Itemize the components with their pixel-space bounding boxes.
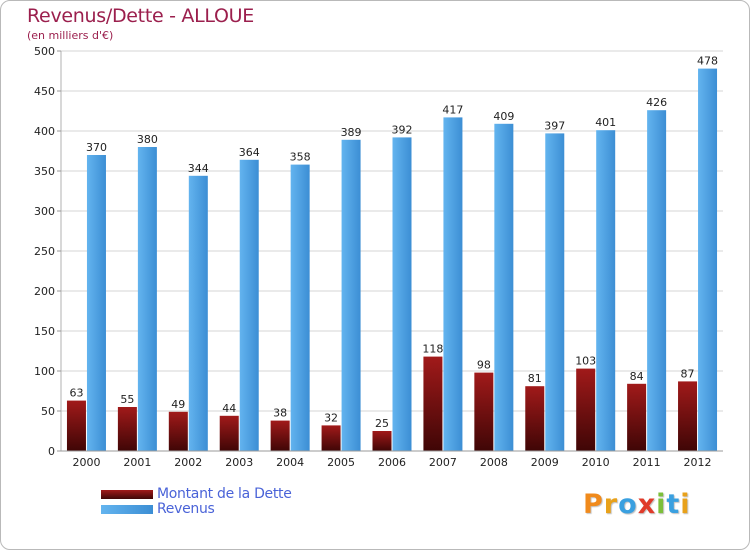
- chart-subtitle: (en milliers d'€): [27, 29, 114, 42]
- logo-letter: r: [603, 489, 619, 520]
- bar-revenus: [443, 117, 463, 452]
- data-label-revenus: 401: [595, 116, 616, 129]
- bar-dette: [219, 415, 239, 451]
- grid-lines: [60, 50, 723, 452]
- bar-dette: [66, 400, 86, 451]
- x-tick-label: 2007: [429, 456, 457, 469]
- data-label-dette: 81: [528, 372, 542, 385]
- data-label-revenus: 370: [86, 141, 107, 154]
- y-tick-label: 100: [34, 365, 55, 378]
- bar-revenus: [545, 133, 565, 451]
- data-label-revenus: 389: [341, 126, 362, 139]
- logo-letter: i: [656, 489, 667, 520]
- bar-revenus: [341, 139, 361, 452]
- bar-dette: [321, 425, 341, 451]
- x-tick-label: 2009: [531, 456, 559, 469]
- logo-letter: o: [618, 489, 638, 520]
- x-tick-label: 2012: [684, 456, 712, 469]
- legend-swatch-debt: [101, 490, 153, 499]
- y-tick-label: 300: [34, 205, 55, 218]
- y-tick-label: 400: [34, 125, 55, 138]
- x-tick-label: 2008: [480, 456, 508, 469]
- bar-dette: [576, 368, 596, 451]
- data-label-dette: 98: [477, 359, 491, 372]
- bar-revenus: [494, 123, 514, 452]
- data-label-dette: 55: [120, 393, 134, 406]
- y-tick-label: 200: [34, 285, 55, 298]
- bar-revenus: [137, 147, 157, 451]
- bar-dette: [270, 420, 290, 451]
- legend-swatch-revenus: [101, 505, 153, 514]
- legend-label-revenus: Revenus: [157, 501, 215, 517]
- data-label-revenus: 478: [697, 55, 718, 68]
- data-label-revenus: 426: [646, 96, 667, 109]
- x-tick-label: 2002: [174, 456, 202, 469]
- bar-dette: [678, 381, 698, 451]
- y-axis-ticks: 0 50 100 150 200 250 300 350 400 450 500: [34, 45, 61, 458]
- data-label-revenus: 417: [442, 103, 463, 116]
- data-label-dette: 32: [324, 411, 338, 424]
- bar-dette: [168, 411, 188, 451]
- bars: [66, 68, 718, 452]
- logo-letter: t: [666, 489, 681, 520]
- data-label-revenus: 409: [493, 110, 514, 123]
- bar-revenus: [290, 164, 310, 451]
- bar-dette: [474, 372, 494, 451]
- data-label-dette: 25: [375, 417, 389, 430]
- y-tick-label: 50: [41, 405, 55, 418]
- x-axis-ticks: 2000 2001 2002 2003 2004 2005 2006 2007 2008 2009…: [61, 450, 723, 469]
- chart-title: Revenus/Dette - ALLOUE: [27, 5, 254, 27]
- x-tick-label: 2001: [123, 456, 151, 469]
- data-label-dette: 118: [422, 343, 443, 356]
- x-tick-label: 2011: [633, 456, 661, 469]
- proxiti-logo: Proxiti: [583, 489, 691, 520]
- data-labels: 63 370 55 380 49 344 44 364 38 358 32 389 25 392 118 41…: [69, 55, 718, 430]
- y-tick-label: 500: [34, 45, 55, 58]
- logo-letter: x: [637, 489, 657, 520]
- logo-letter: i: [680, 489, 691, 520]
- x-tick-label: 2006: [378, 456, 406, 469]
- logo-letter: P: [583, 489, 604, 520]
- x-tick-label: 2003: [225, 456, 253, 469]
- y-tick-label: 250: [34, 245, 55, 258]
- data-label-revenus: 380: [137, 133, 158, 146]
- data-label-dette: 103: [575, 355, 596, 368]
- data-label-dette: 38: [273, 407, 287, 420]
- data-label-dette: 87: [681, 367, 695, 380]
- bar-dette: [525, 386, 545, 451]
- data-label-revenus: 392: [392, 123, 413, 136]
- bar-dette: [372, 431, 392, 451]
- x-tick-label: 2010: [582, 456, 610, 469]
- x-tick-label: 2000: [72, 456, 100, 469]
- y-tick-label: 350: [34, 165, 55, 178]
- y-tick-label: 450: [34, 85, 55, 98]
- legend-label-debt: Montant de la Dette: [157, 486, 292, 502]
- bar-revenus: [698, 68, 718, 451]
- bar-revenus: [392, 137, 412, 451]
- y-tick-label: 0: [48, 445, 55, 458]
- data-label-dette: 44: [222, 402, 236, 415]
- data-label-dette: 49: [171, 398, 185, 411]
- x-tick-label: 2005: [327, 456, 355, 469]
- bar-revenus: [596, 130, 616, 451]
- bar-revenus: [188, 175, 208, 452]
- data-label-dette: 63: [69, 387, 83, 400]
- bar-revenus: [86, 155, 106, 451]
- data-label-revenus: 397: [544, 119, 565, 132]
- bar-dette: [423, 356, 443, 451]
- bar-revenus: [239, 159, 259, 452]
- data-label-revenus: 344: [188, 162, 209, 175]
- bar-dette: [117, 407, 137, 451]
- data-label-dette: 84: [630, 370, 644, 383]
- data-label-revenus: 358: [290, 151, 311, 164]
- x-tick-label: 2004: [276, 456, 304, 469]
- y-tick-label: 150: [34, 325, 55, 338]
- data-label-revenus: 364: [239, 146, 260, 159]
- bar-revenus: [647, 110, 667, 451]
- bar-dette: [627, 383, 647, 451]
